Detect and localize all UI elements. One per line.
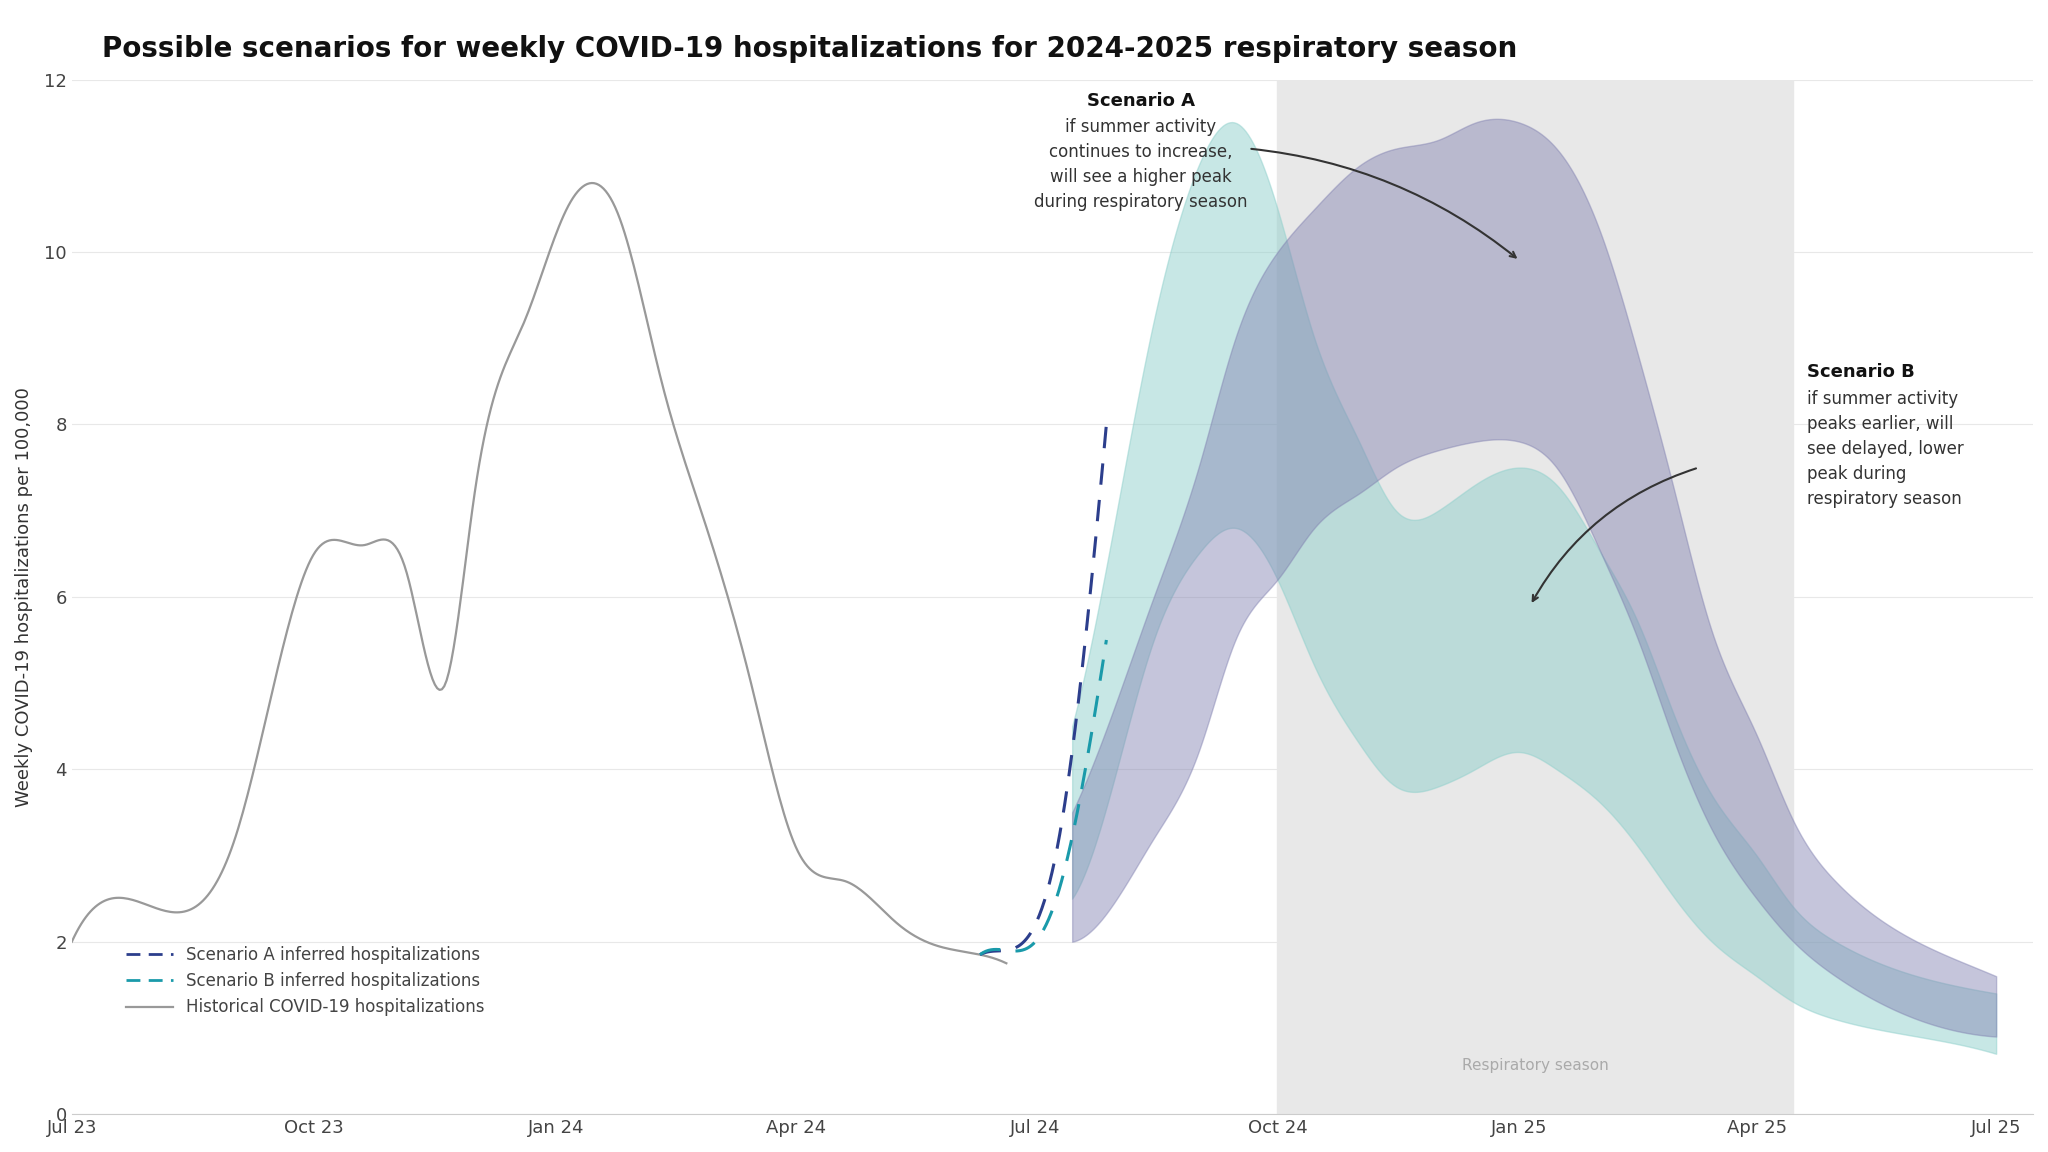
Text: if summer activity
continues to increase,
will see a higher peak
during respirat: if summer activity continues to increase… xyxy=(1034,119,1247,212)
Text: Possible scenarios for weekly COVID-19 hospitalizations for 2024-2025 respirator: Possible scenarios for weekly COVID-19 h… xyxy=(102,35,1518,62)
Text: Scenario B: Scenario B xyxy=(1806,363,1915,381)
Bar xyxy=(1278,79,1794,1114)
Text: Respiratory season: Respiratory season xyxy=(1462,1058,1610,1073)
Legend: Scenario A inferred hospitalizations, Scenario B inferred hospitalizations, Hist: Scenario A inferred hospitalizations, Sc… xyxy=(119,939,492,1023)
Text: Scenario A: Scenario A xyxy=(1087,92,1194,109)
Text: if summer activity
peaks earlier, will
see delayed, lower
peak during
respirator: if summer activity peaks earlier, will s… xyxy=(1806,391,1964,508)
Y-axis label: Weekly COVID-19 hospitalizations per 100,000: Weekly COVID-19 hospitalizations per 100… xyxy=(14,387,33,806)
